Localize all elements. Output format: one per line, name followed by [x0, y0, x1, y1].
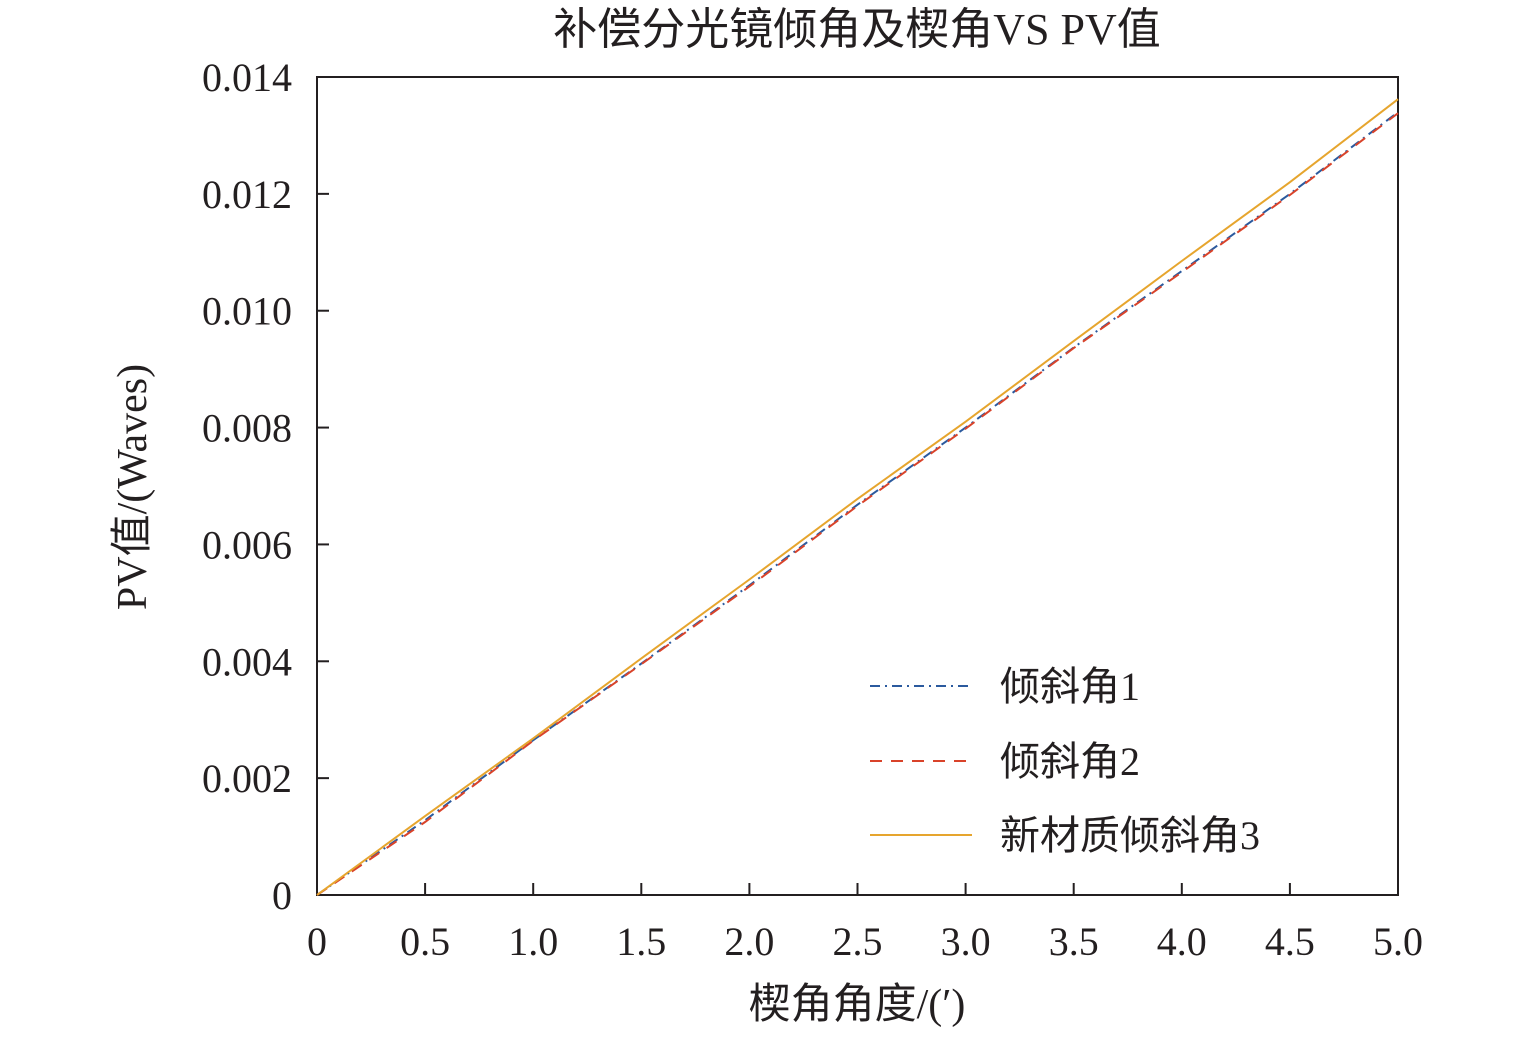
y-tick-label: 0.010	[202, 289, 292, 334]
y-axis-label: PV值/(Waves)	[110, 364, 156, 610]
series-line-3	[316, 98, 1399, 896]
x-tick-label: 4.0	[1157, 919, 1207, 964]
x-tick-label: 3.5	[1049, 919, 1099, 964]
x-tick-label: 1.5	[616, 919, 666, 964]
x-axis: 0 0.5 1.0 1.5 2.0 2.5 3.0 3.5 4.0 4.5 5.0	[307, 883, 1423, 964]
legend-label-2: 倾斜角2	[1000, 739, 1140, 784]
y-tick-label: 0.006	[202, 522, 292, 567]
x-tick-label: 4.5	[1265, 919, 1315, 964]
x-tick-label: 0.5	[400, 919, 450, 964]
y-tick-label: 0.012	[202, 172, 292, 217]
series-line-2	[316, 112, 1399, 896]
chart-title: 补偿分光镜倾角及楔角VS PV值	[553, 5, 1161, 54]
y-axis: 0 0.002 0.004 0.006 0.008 0.010 0.012 0.014	[202, 55, 329, 918]
legend: 倾斜角1 倾斜角2 新材质倾斜角3	[870, 664, 1260, 858]
series-lines	[316, 98, 1399, 896]
x-tick-label: 5.0	[1373, 919, 1423, 964]
x-tick-label: 0	[307, 919, 327, 964]
y-tick-label: 0.002	[202, 756, 292, 801]
legend-label-3: 新材质倾斜角3	[1000, 813, 1260, 858]
x-axis-label: 楔角角度/(′)	[749, 982, 966, 1028]
y-tick-label: 0.008	[202, 406, 292, 451]
x-tick-label: 2.0	[724, 919, 774, 964]
x-tick-label: 3.0	[941, 919, 991, 964]
legend-label-1: 倾斜角1	[1000, 664, 1140, 709]
y-tick-label: 0	[272, 873, 292, 918]
y-tick-label: 0.004	[202, 639, 292, 684]
x-tick-label: 1.0	[508, 919, 558, 964]
x-tick-label: 2.5	[833, 919, 883, 964]
y-tick-label: 0.014	[202, 55, 292, 100]
plot-frame	[316, 76, 1399, 896]
